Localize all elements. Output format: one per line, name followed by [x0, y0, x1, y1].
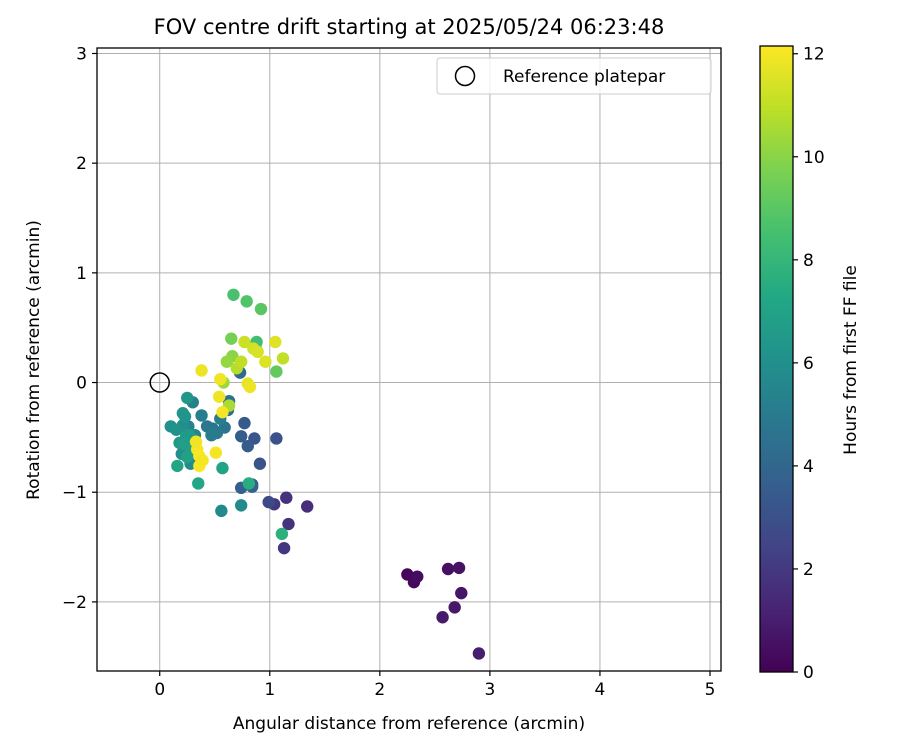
- data-point: [448, 601, 461, 614]
- colorbar-tick-label: 8: [803, 251, 814, 271]
- colorbar-tick-label: 2: [803, 560, 814, 580]
- x-axis-label: Angular distance from reference (arcmin): [233, 714, 585, 734]
- data-point: [212, 390, 226, 403]
- chart-title: FOV centre drift starting at 2025/05/24 …: [154, 15, 665, 39]
- y-tick-label: 2: [76, 154, 87, 174]
- data-point: [251, 345, 264, 359]
- data-point: [209, 446, 223, 459]
- data-point: [269, 335, 282, 349]
- legend-box: [436, 57, 712, 95]
- grid-lines: [97, 48, 721, 671]
- data-point: [215, 504, 228, 518]
- data-point: [234, 430, 248, 443]
- plot-background: [97, 48, 721, 671]
- data-point: [178, 410, 192, 423]
- data-point: [242, 477, 256, 490]
- data-point: [301, 500, 314, 513]
- data-point: [171, 459, 184, 473]
- data-point: [227, 288, 240, 301]
- data-point: [276, 352, 290, 365]
- y-tick-label: −1: [62, 483, 87, 503]
- colorbar-tick-label: 12: [803, 45, 825, 65]
- colorbar: 0 2 4 6 8 10 12 Hours from first FF file: [759, 45, 861, 683]
- legend: Reference platepar: [436, 57, 712, 95]
- colorbar-tick-label: 6: [803, 354, 814, 374]
- y-tick-label: 3: [76, 44, 87, 64]
- colorbar-tick-label: 4: [803, 457, 814, 477]
- data-point: [270, 432, 283, 445]
- data-point: [277, 541, 291, 555]
- legend-marker-icon: [454, 65, 476, 87]
- data-point: [234, 355, 248, 368]
- x-tick-label: 1: [264, 680, 275, 700]
- data-point: [216, 405, 229, 419]
- data-point: [240, 295, 253, 308]
- data-point: [253, 457, 267, 470]
- colorbar-gradient: [760, 46, 793, 672]
- data-point: [195, 409, 208, 422]
- data-point: [270, 365, 283, 378]
- x-tick-label: 4: [595, 680, 606, 700]
- data-point: [216, 461, 229, 475]
- y-tick-label: 1: [76, 264, 87, 284]
- data-points: [164, 288, 486, 660]
- data-point: [234, 499, 248, 512]
- data-point: [238, 416, 251, 430]
- data-point: [181, 391, 194, 405]
- data-point: [472, 647, 486, 660]
- data-point: [262, 495, 275, 509]
- data-point: [205, 428, 218, 442]
- x-tick-label: 0: [154, 680, 165, 700]
- colorbar-tick-label: 10: [803, 148, 825, 168]
- data-point: [411, 570, 424, 583]
- data-point: [436, 611, 449, 624]
- data-point: [181, 450, 194, 464]
- x-tick-label: 3: [484, 680, 495, 700]
- colorbar-tick-label: 0: [803, 663, 814, 683]
- reference-point: [149, 372, 170, 393]
- data-point: [455, 586, 468, 600]
- y-tick-label: −2: [62, 593, 87, 613]
- x-axis-ticks: 0 1 2 3 4 5: [154, 671, 715, 700]
- data-point: [220, 355, 234, 368]
- data-point: [282, 517, 295, 531]
- colorbar-frame: [759, 45, 794, 673]
- y-axis-ticks: −2 −1 0 1 2 3: [62, 44, 97, 613]
- data-point: [196, 454, 209, 467]
- data-point: [441, 562, 455, 576]
- data-point: [280, 491, 293, 504]
- colorbar-label: Hours from first FF file: [841, 265, 861, 455]
- x-tick-label: 5: [705, 680, 716, 700]
- data-point: [225, 332, 238, 345]
- colorbar-ticks: 0 2 4 6 8 10 12: [793, 45, 825, 683]
- data-point: [170, 423, 183, 436]
- x-tick-label: 2: [374, 680, 385, 700]
- data-point: [259, 355, 272, 368]
- y-axis-label: Rotation from reference (arcmin): [24, 220, 44, 500]
- data-point: [275, 527, 289, 541]
- y-tick-label: 0: [76, 374, 87, 394]
- data-point: [254, 302, 268, 316]
- data-point: [452, 561, 466, 575]
- data-point: [214, 373, 227, 386]
- data-point: [241, 439, 254, 453]
- data-point: [238, 335, 251, 349]
- data-point: [189, 435, 203, 448]
- legend-entry-label: Reference platepar: [503, 67, 665, 87]
- plot-frame: [96, 47, 722, 672]
- data-point: [192, 477, 205, 490]
- data-point: [195, 364, 208, 377]
- plot-area: 0 1 2 3 4 5 −2 −1 0 1 2 3: [62, 44, 722, 700]
- data-point: [243, 380, 257, 394]
